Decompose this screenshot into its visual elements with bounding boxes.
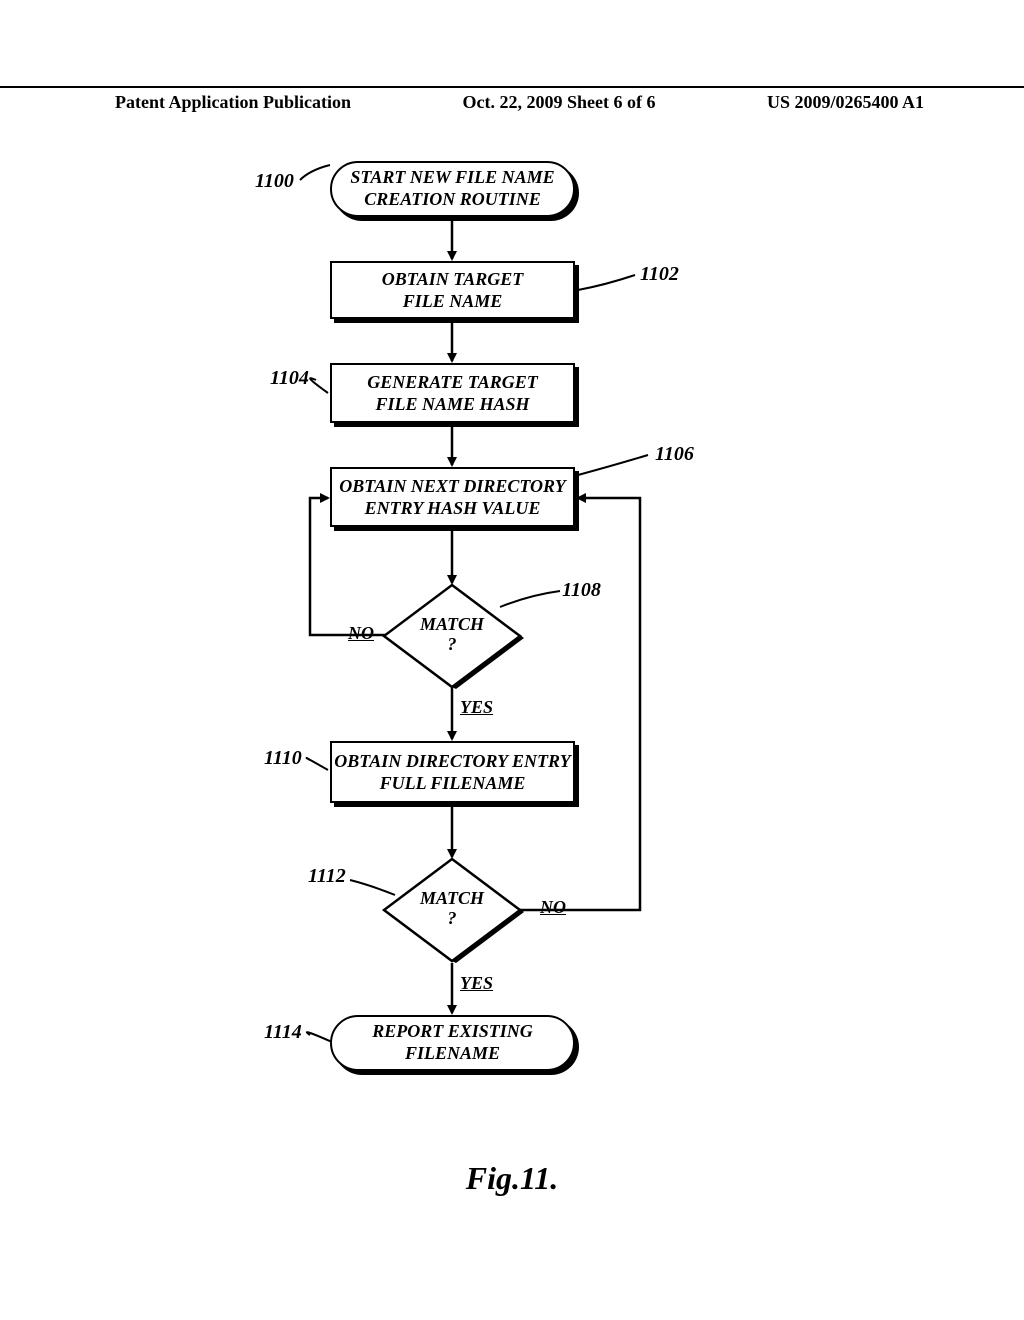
n1112-line2: ? [448,908,457,928]
ref-1112: 1112 [308,865,346,888]
page-header: Patent Application Publication Oct. 22, … [0,86,1024,113]
edge-yes-1108: YES [460,697,493,718]
n1110-line1: OBTAIN DIRECTORY ENTRY [332,750,573,773]
edge-no-1108: NO [348,623,374,644]
start-line2: CREATION ROUTINE [332,189,573,211]
n1114-line2: FILENAME [332,1043,573,1065]
n1108-line2: ? [448,634,457,654]
ref-1110: 1110 [264,747,302,770]
ref-1106: 1106 [655,443,694,466]
terminator-1114: REPORT EXISTING FILENAME [330,1015,575,1071]
process-1110: OBTAIN DIRECTORY ENTRY FULL FILENAME [330,741,575,803]
flowchart: START NEW FILE NAME CREATION ROUTINE OBT… [0,155,1024,1175]
n1110-line2: FULL FILENAME [332,772,573,795]
n1106-line2: ENTRY HASH VALUE [332,497,573,520]
process-1104: GENERATE TARGET FILE NAME HASH [330,363,575,423]
n1108-line1: MATCH [420,614,484,634]
process-1102: OBTAIN TARGET FILE NAME [330,261,575,319]
terminator-start: START NEW FILE NAME CREATION ROUTINE [330,161,575,217]
n1104-line1: GENERATE TARGET [332,371,573,394]
header-center: Oct. 22, 2009 Sheet 6 of 6 [463,92,656,113]
process-1106: OBTAIN NEXT DIRECTORY ENTRY HASH VALUE [330,467,575,527]
ref-1104: 1104 [270,367,309,390]
n1102-line2: FILE NAME [332,290,573,313]
ref-1100: 1100 [255,170,294,193]
n1106-line1: OBTAIN NEXT DIRECTORY [332,475,573,498]
header-left: Patent Application Publication [115,92,351,113]
ref-1102: 1102 [640,263,679,286]
ref-1108: 1108 [562,579,601,602]
n1114-line1: REPORT EXISTING [332,1021,573,1043]
decision-1112: MATCH ? [382,857,522,963]
figure-label: Fig.11. [0,1160,1024,1197]
ref-1114: 1114 [264,1021,302,1044]
decision-1108: MATCH ? [382,583,522,689]
edge-no-1112: NO [540,897,566,918]
header-right: US 2009/0265400 A1 [767,92,924,113]
n1102-line1: OBTAIN TARGET [332,268,573,291]
start-line1: START NEW FILE NAME [332,167,573,189]
edge-yes-1112: YES [460,973,493,994]
n1104-line2: FILE NAME HASH [332,393,573,416]
n1112-line1: MATCH [420,888,484,908]
